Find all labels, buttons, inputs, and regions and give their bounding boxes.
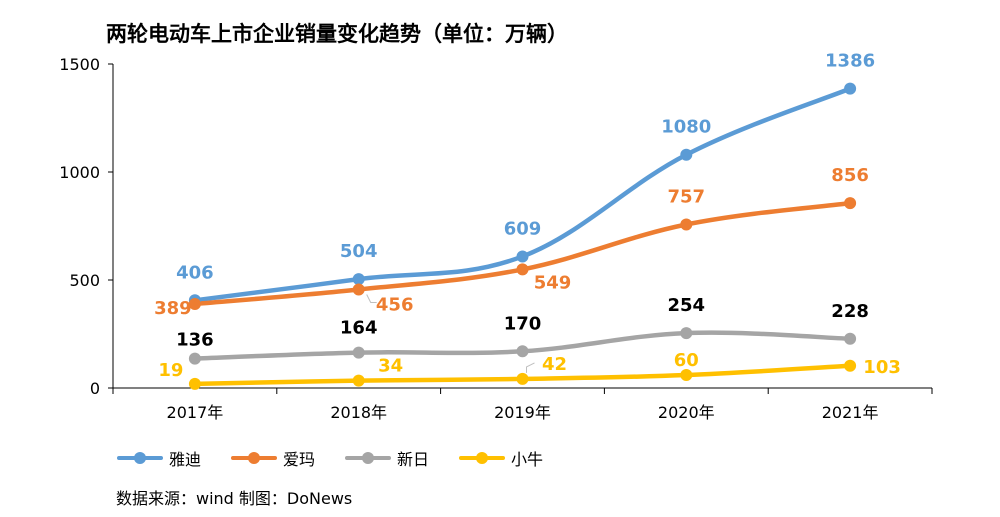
data-point	[680, 218, 693, 231]
data-label: 254	[668, 295, 706, 316]
data-label: 456	[376, 295, 414, 316]
data-point	[680, 369, 693, 382]
legend-swatch	[117, 452, 163, 464]
y-tick-label: 500	[69, 271, 100, 290]
x-tick-label: 2018年	[330, 403, 387, 422]
data-point	[188, 297, 201, 310]
data-label: 856	[831, 165, 869, 186]
data-label: 228	[831, 301, 869, 322]
data-point	[680, 327, 693, 340]
data-point	[352, 374, 365, 387]
data-point	[352, 283, 365, 296]
data-label: 170	[504, 313, 542, 334]
data-point	[680, 148, 693, 161]
legend-marker	[476, 452, 489, 464]
axes: 0 500 1000 1500 2017年 2018年 2019年 2020年 2021年	[59, 55, 933, 422]
data-label: 42	[542, 354, 567, 375]
legend: 雅迪 爱玛 新日 小牛	[117, 446, 573, 470]
source-note: 数据来源：wind 制图：DoNews	[116, 489, 353, 508]
x-tick-label: 2017年	[167, 403, 224, 422]
y-tick-label: 0	[90, 379, 100, 398]
data-point	[844, 332, 857, 345]
leader-line	[366, 294, 377, 304]
leader-line	[526, 362, 535, 373]
legend-item: 新日	[345, 446, 429, 470]
data-label: 164	[340, 318, 378, 339]
legend-marker	[134, 452, 146, 464]
legend-label: 雅迪	[169, 450, 202, 469]
data-label: 609	[504, 218, 542, 239]
series-markers	[188, 82, 857, 390]
data-point	[844, 82, 857, 95]
data-label: 19	[158, 360, 183, 381]
legend-item: 小牛	[459, 446, 543, 470]
data-label: 504	[340, 241, 378, 262]
y-tick-label: 1000	[59, 163, 100, 182]
x-tick-label: 2019年	[494, 403, 551, 422]
legend-item: 爱玛	[231, 446, 315, 470]
data-label: 389	[154, 298, 192, 319]
y-tick-label: 1500	[59, 55, 100, 74]
data-label: 103	[863, 357, 901, 378]
x-tick-label: 2020年	[658, 403, 715, 422]
data-label: 757	[668, 186, 706, 207]
legend-marker	[362, 452, 375, 464]
legend-marker	[248, 452, 261, 464]
data-label: 1386	[825, 51, 875, 72]
data-label: 406	[176, 262, 214, 283]
legend-item: 雅迪	[117, 446, 201, 470]
legend-swatch	[231, 452, 278, 464]
data-point	[516, 345, 529, 358]
legend-label: 小牛	[511, 450, 544, 469]
data-label: 60	[674, 350, 699, 371]
data-point	[352, 346, 365, 359]
data-point	[188, 352, 201, 365]
data-point	[844, 359, 857, 372]
data-point	[516, 263, 529, 276]
legend-swatch	[345, 452, 392, 464]
data-labels: 406 504 609 1080 1386 389 456 549 757 856 136 164 17…	[154, 51, 901, 381]
legend-swatch	[459, 452, 506, 464]
legend-label: 爱玛	[283, 450, 316, 469]
data-point	[516, 372, 529, 385]
x-tick-label: 2021年	[822, 403, 879, 422]
data-point	[516, 250, 529, 263]
data-point	[352, 273, 365, 286]
data-label: 34	[378, 356, 403, 377]
legend-label: 新日	[397, 450, 430, 469]
data-point	[188, 377, 201, 390]
data-label: 549	[534, 272, 572, 293]
data-point	[844, 197, 857, 210]
data-label: 1080	[661, 117, 711, 138]
chart-title: 两轮电动车上市企业销量变化趋势（单位：万辆）	[106, 22, 568, 46]
data-label: 136	[176, 330, 214, 351]
